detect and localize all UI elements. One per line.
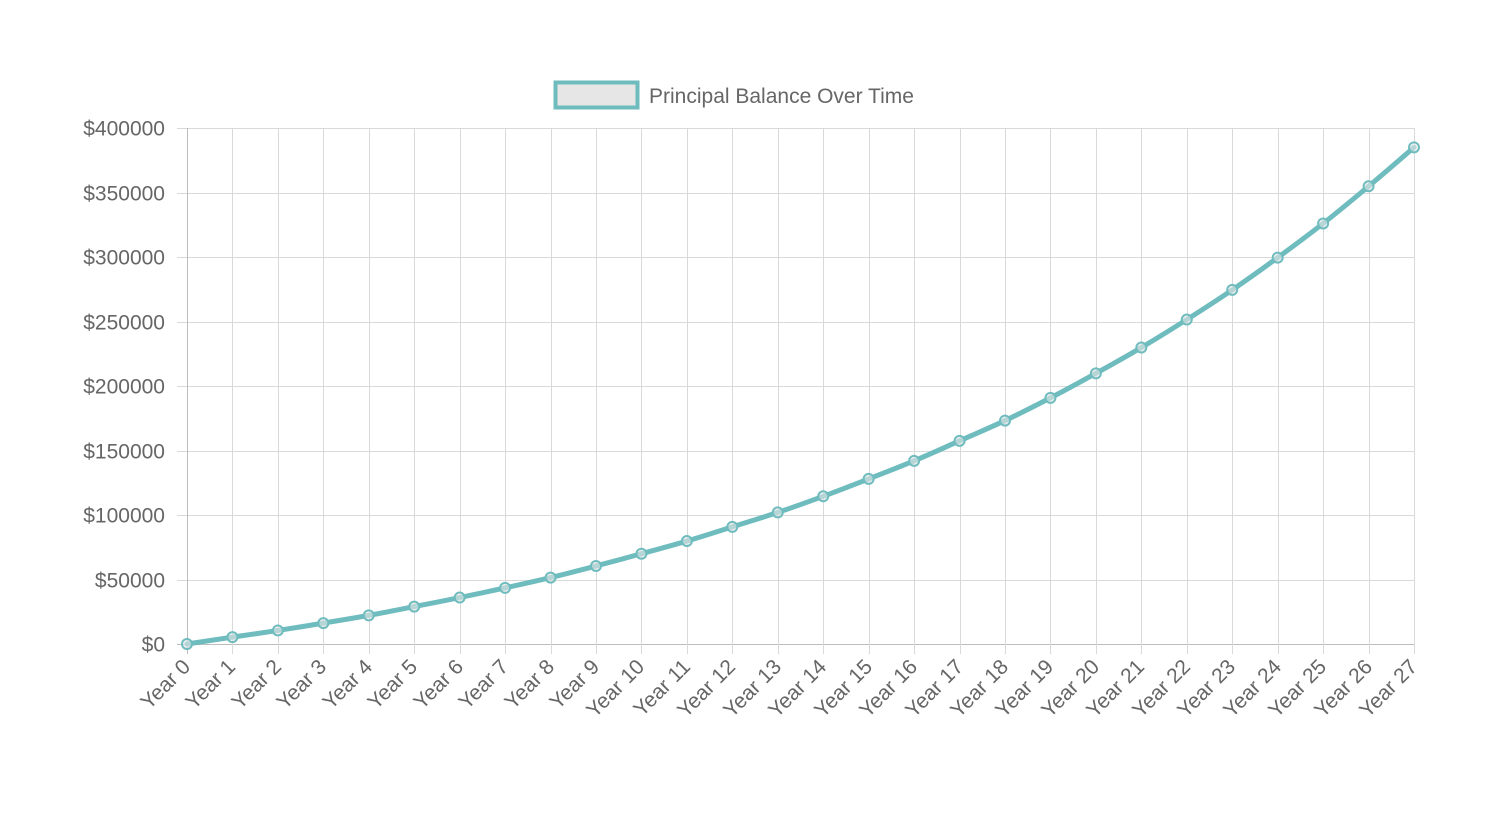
y-tick-label: $50000 bbox=[95, 570, 165, 593]
data-point[interactable] bbox=[862, 472, 875, 485]
data-point[interactable] bbox=[771, 506, 784, 519]
data-point[interactable] bbox=[817, 490, 830, 503]
data-point[interactable] bbox=[1362, 180, 1375, 193]
x-tick-label: Year 0 bbox=[136, 655, 195, 714]
data-point[interactable] bbox=[544, 571, 557, 584]
data-points bbox=[181, 141, 1420, 650]
legend-swatch bbox=[553, 80, 640, 110]
data-point[interactable] bbox=[226, 631, 239, 644]
x-tick-label: Year 2 bbox=[227, 655, 286, 714]
x-tick-label: Year 6 bbox=[409, 655, 468, 714]
legend-label: Principal Balance Over Time bbox=[649, 85, 914, 108]
data-point[interactable] bbox=[181, 638, 193, 650]
data-point[interactable] bbox=[408, 600, 421, 613]
data-point[interactable] bbox=[680, 535, 693, 548]
x-tick-label: Year 3 bbox=[272, 655, 331, 714]
data-point[interactable] bbox=[1044, 391, 1057, 404]
data-point[interactable] bbox=[1317, 217, 1330, 230]
data-point[interactable] bbox=[499, 581, 512, 594]
y-tick-label: $150000 bbox=[83, 441, 165, 464]
data-point[interactable] bbox=[1180, 313, 1193, 326]
x-tick-label: Year 4 bbox=[318, 655, 377, 714]
data-point[interactable] bbox=[635, 547, 648, 560]
legend[interactable]: Principal Balance Over Time bbox=[553, 80, 914, 110]
y-tick-label: $300000 bbox=[83, 247, 165, 270]
y-tick-label: $400000 bbox=[83, 118, 165, 141]
data-point[interactable] bbox=[362, 609, 375, 622]
x-tick-label: Year 8 bbox=[500, 655, 559, 714]
data-point[interactable] bbox=[1408, 141, 1420, 154]
y-tick-label: $100000 bbox=[83, 505, 165, 528]
x-tick-label: Year 7 bbox=[454, 655, 513, 714]
data-point[interactable] bbox=[1271, 251, 1284, 264]
data-point[interactable] bbox=[1135, 341, 1148, 354]
data-point[interactable] bbox=[908, 454, 921, 467]
grid bbox=[177, 128, 1415, 654]
y-tick-label: $0 bbox=[142, 634, 165, 657]
data-point[interactable] bbox=[953, 434, 966, 447]
data-point[interactable] bbox=[1089, 367, 1102, 380]
data-point[interactable] bbox=[271, 624, 284, 637]
x-tick-label: Year 5 bbox=[363, 655, 422, 714]
data-point[interactable] bbox=[999, 414, 1011, 427]
data-point[interactable] bbox=[453, 591, 466, 604]
data-point[interactable] bbox=[726, 520, 739, 533]
data-point[interactable] bbox=[590, 559, 602, 572]
series-line bbox=[184, 144, 1417, 647]
y-tick-label: $250000 bbox=[83, 312, 165, 335]
y-tick-label: $200000 bbox=[83, 376, 165, 399]
series-line-layer bbox=[184, 144, 1417, 647]
x-tick-label: Year 1 bbox=[181, 655, 240, 714]
data-point[interactable] bbox=[317, 617, 330, 630]
y-tick-label: $350000 bbox=[83, 183, 165, 206]
data-point[interactable] bbox=[1226, 283, 1239, 296]
